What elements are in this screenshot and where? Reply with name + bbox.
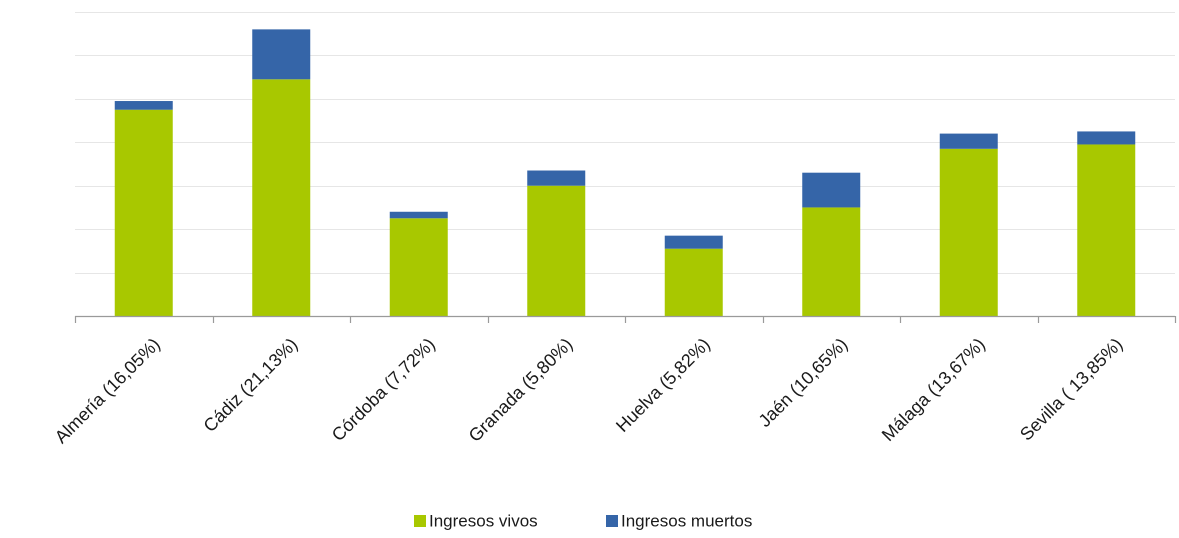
bar-segment-ingresos-vivos (527, 185, 586, 316)
x-tick-label: Cádiz (21,13%) (200, 334, 302, 436)
bar-segment-ingresos-vivos (114, 109, 173, 317)
bar-segment-ingresos-vivos (252, 79, 311, 316)
bar-segment-ingresos-muertos (1077, 131, 1136, 145)
bar-segment-ingresos-muertos (664, 235, 723, 249)
bar-segment-ingresos-muertos (252, 29, 311, 80)
bar-segment-ingresos-vivos (939, 148, 998, 316)
legend: Ingresos vivos Ingresos muertos (414, 511, 752, 530)
legend-label-ingresos-vivos: Ingresos vivos (429, 511, 538, 530)
bar-segment-ingresos-muertos (802, 172, 861, 208)
x-tick-label: Málaga (13,67%) (878, 334, 989, 445)
bar-segment-ingresos-muertos (527, 170, 586, 186)
x-tick-label: Córdoba (7,72%) (328, 334, 439, 445)
legend-swatch-ingresos-vivos (414, 515, 426, 527)
x-tick-label: Sevilla ( 13,85%) (1016, 334, 1126, 444)
x-tick-label: Granada (5,80%) (465, 334, 577, 446)
bar-segment-ingresos-vivos (802, 207, 861, 316)
bar-segment-ingresos-vivos (664, 248, 723, 316)
category-labels: Almería (16,05%) Cádiz (21,13%) Córdoba (7… (51, 334, 1127, 447)
gridlines (75, 12, 1175, 274)
bars (114, 29, 1136, 317)
legend-label-ingresos-muertos: Ingresos muertos (621, 511, 752, 530)
x-axis (74, 315, 1177, 323)
x-tick-label: Jaén (10,65%) (755, 334, 852, 431)
x-tick-label: Huelva (5,82%) (612, 334, 714, 436)
x-tick-label: Almería (16,05%) (51, 334, 164, 447)
bar-segment-ingresos-muertos (389, 211, 448, 219)
bar-segment-ingresos-muertos (114, 101, 173, 110)
bar-segment-ingresos-muertos (939, 133, 998, 149)
bar-segment-ingresos-vivos (1077, 144, 1136, 316)
bar-segment-ingresos-vivos (389, 218, 448, 316)
legend-swatch-ingresos-muertos (606, 515, 618, 527)
